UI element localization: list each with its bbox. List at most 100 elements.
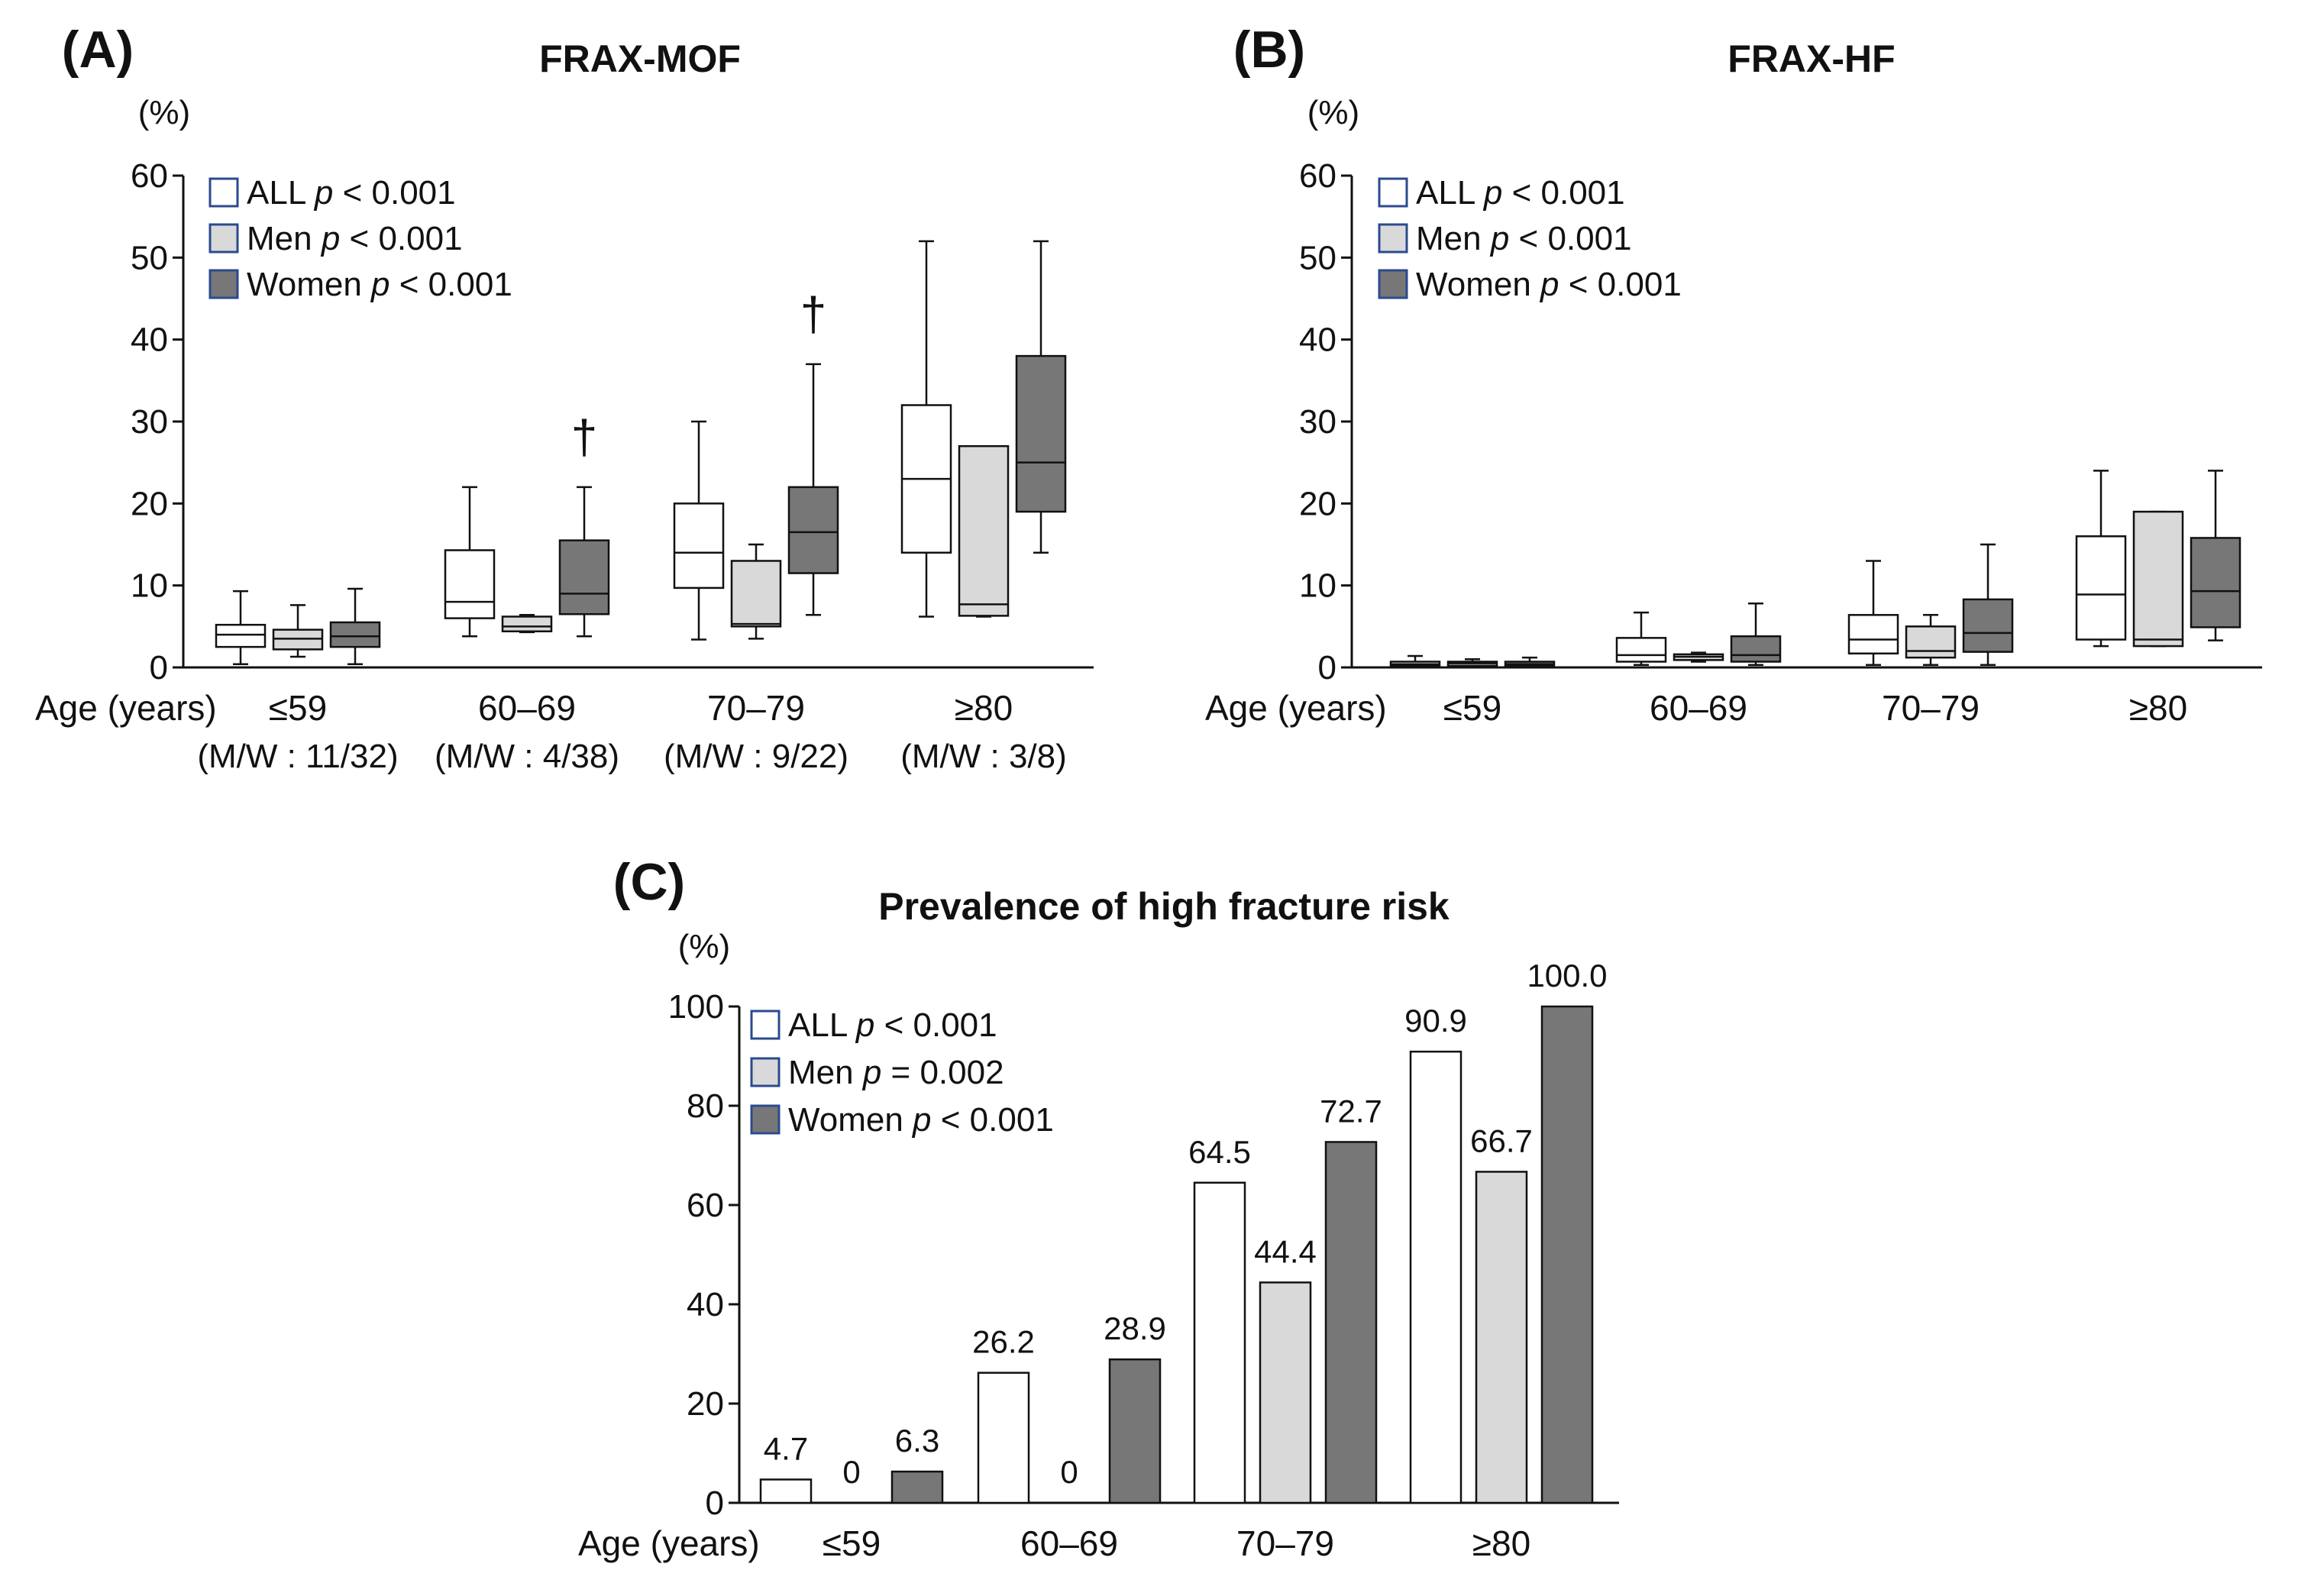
y-tick-label: 40 [131, 321, 168, 359]
box-women [1504, 656, 1556, 669]
legend-item-women: Women p < 0.001 [208, 266, 512, 303]
bar-value-label: 26.2 [972, 1324, 1035, 1360]
x-axis-title: Age (years) [578, 1523, 760, 1563]
legend-item-all: ALL p < 0.001 [208, 174, 456, 212]
legend-p-value: < 0.001 [932, 1101, 1054, 1139]
box-iqr [558, 539, 610, 615]
x-category-label: 60–69 [1650, 688, 1747, 728]
box-iqr [1730, 635, 1782, 663]
box-men [501, 614, 553, 634]
box-all [900, 240, 952, 618]
panel-label: (A) [62, 21, 134, 79]
y-tick-label: 60 [1299, 157, 1336, 195]
box-women [1962, 543, 2014, 667]
box-iqr [1015, 354, 1067, 513]
x-category-label: ≤59 [1443, 688, 1501, 728]
panel-b: (B) FRAX-HF (%) 0 10 20 30 40 50 60 Age (years) ≤59… [1205, 21, 2262, 728]
legend-label: Women p < 0.001 [1416, 266, 1682, 303]
box-iqr [958, 444, 1010, 617]
bar-value-label: 44.4 [1254, 1233, 1317, 1269]
legend-series-name: Men [1416, 220, 1482, 257]
legend-p-symbol: p [313, 174, 333, 212]
legend-swatch [208, 223, 239, 254]
box-men [1673, 651, 1724, 663]
legend-gap [312, 220, 322, 257]
x-category-label: ≥80 [2129, 688, 2187, 728]
x-category-label: 70–79 [1882, 688, 1980, 728]
box-iqr [1962, 598, 2014, 653]
legend-gap [847, 1006, 856, 1044]
significance-dagger: † [800, 288, 826, 341]
panel-label: (C) [613, 853, 685, 911]
legend-p-symbol: p [370, 266, 389, 303]
legend-p-symbol: p [1489, 220, 1509, 257]
legend-item-women: Women p < 0.001 [1378, 266, 1682, 303]
significance-dagger: † [571, 411, 597, 464]
legend-gap [1531, 266, 1540, 303]
y-tick-label: 80 [687, 1087, 724, 1125]
box-women [558, 486, 610, 638]
legend-series-name: Women [247, 266, 362, 303]
y-tick-label: 10 [131, 567, 168, 605]
legend-label: ALL p < 0.001 [247, 174, 456, 212]
legend-p-symbol: p [1539, 266, 1559, 303]
box-iqr [673, 502, 725, 590]
x-subcategory-label: (M/W : 9/22) [664, 738, 848, 775]
legend-p-value: < 0.001 [340, 220, 462, 257]
legend-gap [1475, 174, 1484, 212]
x-category-label: ≤59 [823, 1523, 881, 1563]
box-all [215, 590, 267, 665]
x-subcategory-label: (M/W : 4/38) [435, 738, 619, 775]
bar-women [1108, 1358, 1162, 1504]
box-men [958, 444, 1010, 618]
legend-item-all: ALL p < 0.001 [750, 1006, 997, 1044]
bar-value-label: 66.7 [1470, 1123, 1533, 1158]
box-iqr [444, 549, 496, 619]
legend-item-women: Women p < 0.001 [750, 1101, 1054, 1139]
y-tick-label: 30 [1299, 403, 1336, 441]
x-axis-title: Age (years) [35, 688, 217, 728]
legend-swatch [1378, 177, 1408, 208]
box-iqr [730, 560, 782, 628]
box-men [730, 543, 782, 640]
box-all [2075, 470, 2127, 648]
legend-p-symbol: p [320, 220, 340, 257]
legend-gap [362, 266, 371, 303]
y-tick-label: 0 [150, 649, 168, 687]
bar-value-label: 0 [842, 1454, 860, 1490]
legend-gap [1482, 220, 1491, 257]
legend-p-symbol: p [1482, 174, 1502, 212]
legend-item-men: Men p < 0.001 [208, 220, 463, 257]
legend-label: ALL p < 0.001 [1416, 174, 1625, 212]
box-iqr [501, 615, 553, 633]
y-tick-label: 60 [687, 1187, 724, 1224]
bar-men [1259, 1281, 1312, 1504]
legend-item-men: Men p < 0.001 [1378, 220, 1632, 257]
legend-p-value: < 0.001 [1509, 220, 1631, 257]
bar-men [1475, 1171, 1528, 1504]
box-women [1730, 603, 1782, 667]
box-men [2132, 510, 2184, 648]
legend-swatch [750, 1010, 781, 1040]
box-women [329, 587, 381, 665]
bar-all [977, 1371, 1030, 1504]
y-tick-label: 50 [131, 239, 168, 276]
box-iqr [2190, 537, 2241, 628]
y-tick-label: 50 [1299, 239, 1336, 276]
legend-p-value: = 0.002 [881, 1054, 1004, 1091]
box-iqr [329, 621, 381, 648]
legend-gap [305, 174, 315, 212]
box-all [1847, 560, 1899, 667]
legend-label: Men p < 0.001 [1416, 220, 1632, 257]
box-iqr [1905, 625, 1957, 659]
legend-swatch [208, 177, 239, 208]
box-women [787, 363, 839, 616]
y-axis-unit: (%) [138, 94, 190, 131]
y-tick-label: 0 [706, 1485, 724, 1522]
box-iqr [2075, 535, 2127, 641]
legend-label: ALL p < 0.001 [788, 1006, 997, 1044]
x-category-label: 70–79 [1236, 1523, 1334, 1563]
bar-value-label: 90.9 [1404, 1003, 1467, 1039]
bar-all [1409, 1050, 1463, 1504]
